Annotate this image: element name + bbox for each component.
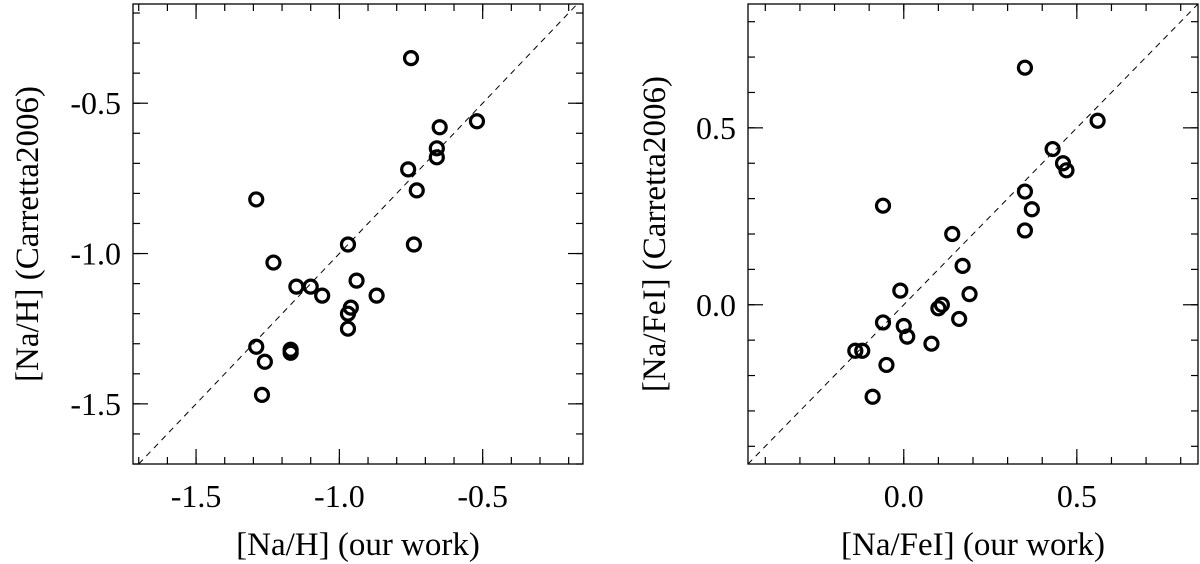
right-scatter-panel: 0.0 0.5 0.0 0.5 [Na/FeI] (our work) [Na/FeI] … <box>637 3 1199 563</box>
data-point <box>302 278 319 295</box>
data-point <box>428 140 445 157</box>
data-point <box>1016 59 1034 76</box>
data-point <box>368 287 385 304</box>
data-point <box>874 197 892 214</box>
data-point <box>468 113 486 130</box>
data-point <box>899 328 916 345</box>
data-point <box>253 386 271 403</box>
x-tick-label: 0.5 <box>1057 478 1097 514</box>
y-tick-label: 0.5 <box>696 110 736 146</box>
data-point <box>1023 201 1040 218</box>
x-tick-label: -0.5 <box>457 478 508 514</box>
data-point <box>930 300 947 317</box>
data-point <box>428 149 445 166</box>
data-point <box>402 50 420 67</box>
data-point <box>248 338 265 355</box>
data-point <box>339 320 357 337</box>
data-point <box>1058 162 1075 179</box>
data-point <box>874 314 892 331</box>
data-point <box>961 286 978 303</box>
one-to-one-line <box>138 3 578 465</box>
y-tick-label: -1.0 <box>70 236 121 272</box>
y-axis-title: [Na/FeI] (Carretta2006) <box>637 76 673 392</box>
y-tick-label: 0.0 <box>696 287 736 323</box>
data-point <box>864 388 881 405</box>
data-point <box>248 191 265 208</box>
data-point <box>854 342 871 359</box>
one-to-one-line <box>747 3 1199 465</box>
x-tick-label: 0.0 <box>884 478 924 514</box>
data-point <box>1044 140 1061 158</box>
left-scatter-panel: -1.5 -1.0 -0.5 -1.5 -1.0 -0.5 [Na/H] (our work… <box>10 3 584 563</box>
x-tick-label: -1.5 <box>171 478 222 514</box>
data-point <box>339 236 357 253</box>
data-point <box>847 342 864 359</box>
y-axis-title: [Na/H] (Carretta2006) <box>10 86 46 382</box>
data-point <box>256 353 273 370</box>
y-tick-label: -1.5 <box>70 386 121 422</box>
plot-frame <box>132 3 584 465</box>
data-point <box>944 225 961 243</box>
data-point <box>878 356 895 374</box>
x-axis-title: [Na/FeI] (our work) <box>841 527 1105 563</box>
data-point <box>431 119 448 136</box>
data-point <box>314 287 331 304</box>
data-point <box>1089 112 1106 129</box>
data-point <box>951 310 968 328</box>
x-tick-label: -1.0 <box>314 478 365 514</box>
data-point <box>348 272 365 289</box>
data-point <box>1016 222 1034 239</box>
data-point <box>892 282 909 299</box>
data-point <box>339 305 357 322</box>
data-point <box>923 335 940 352</box>
data-point <box>408 182 425 199</box>
data-point <box>282 344 299 361</box>
y-tick-label: -0.5 <box>70 85 121 121</box>
data-point <box>400 161 417 178</box>
data-point <box>954 257 971 274</box>
data-point <box>265 254 282 271</box>
x-axis-title: [Na/H] (our work) <box>236 527 480 563</box>
data-point <box>933 296 950 313</box>
data-point <box>405 236 422 253</box>
data-point <box>1016 183 1034 200</box>
data-point <box>288 278 305 295</box>
